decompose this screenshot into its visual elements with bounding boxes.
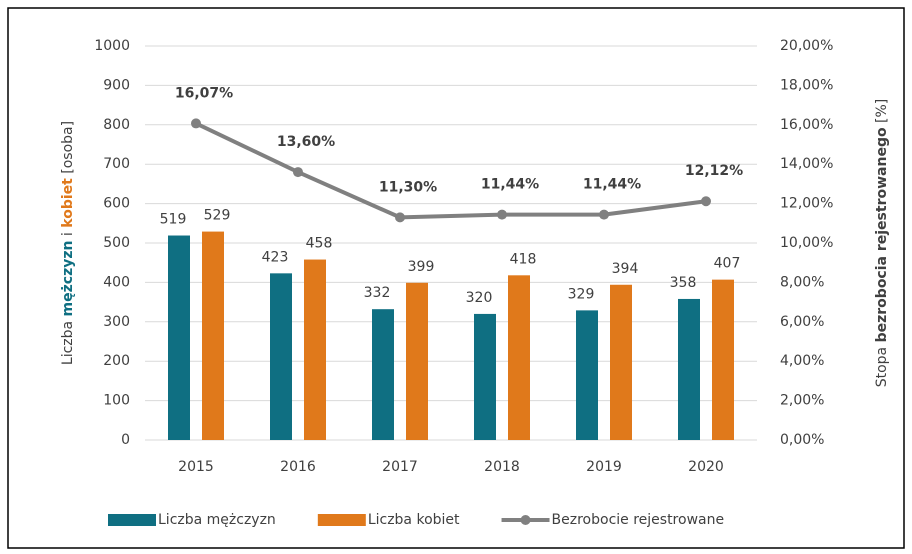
line-value-label: 13,60% bbox=[277, 134, 335, 150]
y-tick-label: 800 bbox=[103, 117, 130, 133]
y2-tick-label: 4,00% bbox=[780, 353, 824, 369]
bar bbox=[508, 275, 530, 440]
y2-tick-label: 8,00% bbox=[780, 274, 824, 290]
y2-label-part: [%] bbox=[874, 99, 890, 123]
y2-tick-label: 2,00% bbox=[780, 393, 824, 409]
y2-tick-label: 10,00% bbox=[780, 235, 833, 251]
y2-tick-label: 18,00% bbox=[780, 77, 833, 93]
y-tick-label: 700 bbox=[103, 156, 130, 172]
y2-tick-label: 6,00% bbox=[780, 314, 824, 330]
line-marker bbox=[497, 209, 507, 220]
y-label-part: [osoba] bbox=[60, 121, 76, 174]
x-tick-label: 2016 bbox=[280, 459, 316, 475]
bar bbox=[304, 259, 326, 440]
bar bbox=[372, 309, 394, 440]
line-marker bbox=[191, 118, 201, 129]
legend-swatch bbox=[317, 514, 366, 526]
bar-value-label: 358 bbox=[670, 275, 697, 291]
y-tick-label: 100 bbox=[103, 393, 130, 409]
y-tick-label: 1000 bbox=[94, 38, 130, 54]
legend-label: Liczba kobiet bbox=[368, 512, 460, 528]
line-value-label: 11,30% bbox=[379, 179, 437, 195]
y-tick-label: 600 bbox=[103, 196, 130, 212]
bar-value-label: 332 bbox=[364, 285, 391, 301]
x-tick-label: 2019 bbox=[586, 459, 622, 475]
bar bbox=[168, 235, 190, 440]
line-marker bbox=[395, 212, 405, 223]
bar-value-label: 519 bbox=[160, 212, 187, 228]
y-tick-label: 500 bbox=[103, 235, 130, 251]
legend-label: Bezrobocie rejestrowane bbox=[552, 512, 725, 528]
y2-tick-label: 20,00% bbox=[780, 38, 833, 54]
y2-axis-label: Stopa bezrobocia rejestrowanego [%] bbox=[874, 99, 890, 388]
bar-value-label: 529 bbox=[204, 208, 231, 224]
y2-tick-label: 16,00% bbox=[780, 117, 833, 133]
y2-tick-label: 14,00% bbox=[780, 156, 833, 172]
y-tick-label: 200 bbox=[103, 353, 130, 369]
legend-label: Liczba mężczyzn bbox=[158, 512, 276, 528]
y-tick-label: 0 bbox=[121, 432, 130, 448]
y2-label-part: Stopa bbox=[874, 347, 890, 387]
x-tick-label: 2020 bbox=[688, 459, 724, 475]
bar bbox=[678, 298, 700, 440]
line-marker bbox=[599, 209, 609, 220]
y-tick-label: 900 bbox=[103, 77, 130, 93]
line-marker bbox=[701, 196, 711, 207]
y-label-part: Liczba bbox=[60, 321, 76, 365]
line-value-label: 11,44% bbox=[481, 177, 539, 193]
bar-value-label: 423 bbox=[262, 249, 289, 265]
y-tick-label: 400 bbox=[103, 274, 130, 290]
x-tick-label: 2015 bbox=[178, 459, 214, 475]
line-value-label: 12,12% bbox=[685, 163, 743, 179]
bar bbox=[610, 284, 632, 440]
x-tick-label: 2017 bbox=[382, 459, 418, 475]
y-label-part: mężczyzn bbox=[60, 241, 76, 317]
bar bbox=[712, 279, 734, 440]
bar-value-label: 407 bbox=[714, 256, 741, 272]
bar-value-label: 458 bbox=[306, 236, 333, 252]
bar bbox=[406, 282, 428, 440]
y-label-part: i bbox=[60, 232, 76, 236]
bar bbox=[270, 273, 292, 440]
y2-tick-label: 12,00% bbox=[780, 196, 833, 212]
y-label-part: kobiet bbox=[60, 178, 76, 228]
frame bbox=[7, 7, 905, 549]
y2-label-part: bezrobocia rejestrowanego bbox=[874, 127, 890, 342]
bar-value-label: 329 bbox=[568, 286, 595, 302]
line-marker bbox=[293, 167, 303, 178]
line-value-label: 11,44% bbox=[583, 177, 641, 193]
y-axis-label: Liczba mężczyzn i kobiet [osoba] bbox=[60, 121, 76, 365]
line-value-label: 16,07% bbox=[175, 85, 233, 101]
y-tick-label: 300 bbox=[103, 314, 130, 330]
bar-value-label: 394 bbox=[612, 261, 639, 277]
bar-value-label: 399 bbox=[408, 259, 435, 275]
y2-tick-label: 0,00% bbox=[780, 432, 824, 448]
bar-value-label: 320 bbox=[466, 290, 493, 306]
bar bbox=[474, 313, 496, 440]
bar bbox=[576, 310, 598, 440]
x-tick-label: 2018 bbox=[484, 459, 520, 475]
legend-swatch bbox=[108, 514, 156, 526]
line bbox=[195, 121, 707, 220]
legend-marker bbox=[520, 515, 531, 525]
bar bbox=[202, 231, 224, 440]
bar-value-label: 418 bbox=[510, 251, 537, 267]
